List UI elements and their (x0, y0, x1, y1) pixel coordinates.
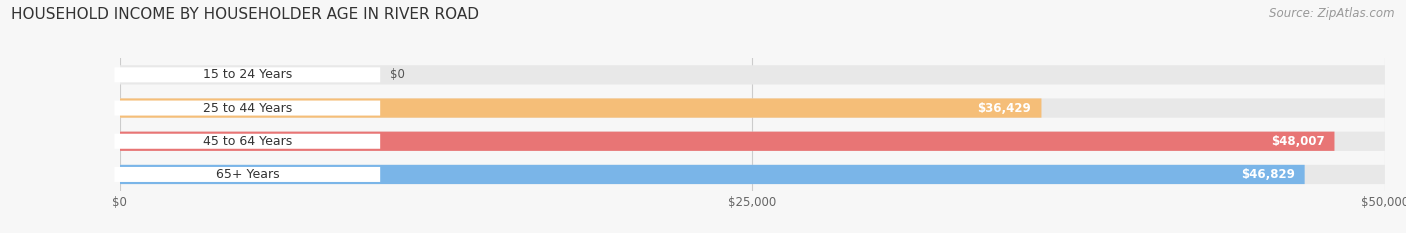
Text: $0: $0 (391, 68, 405, 81)
FancyBboxPatch shape (120, 65, 1385, 85)
FancyBboxPatch shape (120, 165, 1385, 184)
Text: $46,829: $46,829 (1240, 168, 1295, 181)
Text: Source: ZipAtlas.com: Source: ZipAtlas.com (1270, 7, 1395, 20)
FancyBboxPatch shape (114, 67, 380, 82)
Text: 15 to 24 Years: 15 to 24 Years (202, 68, 292, 81)
FancyBboxPatch shape (114, 167, 380, 182)
FancyBboxPatch shape (120, 98, 1385, 118)
Text: 65+ Years: 65+ Years (215, 168, 280, 181)
FancyBboxPatch shape (120, 165, 1305, 184)
Text: $36,429: $36,429 (977, 102, 1032, 115)
FancyBboxPatch shape (114, 134, 380, 149)
Text: 45 to 64 Years: 45 to 64 Years (202, 135, 292, 148)
FancyBboxPatch shape (120, 132, 1385, 151)
FancyBboxPatch shape (120, 98, 1042, 118)
FancyBboxPatch shape (114, 101, 380, 116)
Text: HOUSEHOLD INCOME BY HOUSEHOLDER AGE IN RIVER ROAD: HOUSEHOLD INCOME BY HOUSEHOLDER AGE IN R… (11, 7, 479, 22)
Text: $48,007: $48,007 (1271, 135, 1324, 148)
Text: 25 to 44 Years: 25 to 44 Years (202, 102, 292, 115)
FancyBboxPatch shape (120, 132, 1334, 151)
